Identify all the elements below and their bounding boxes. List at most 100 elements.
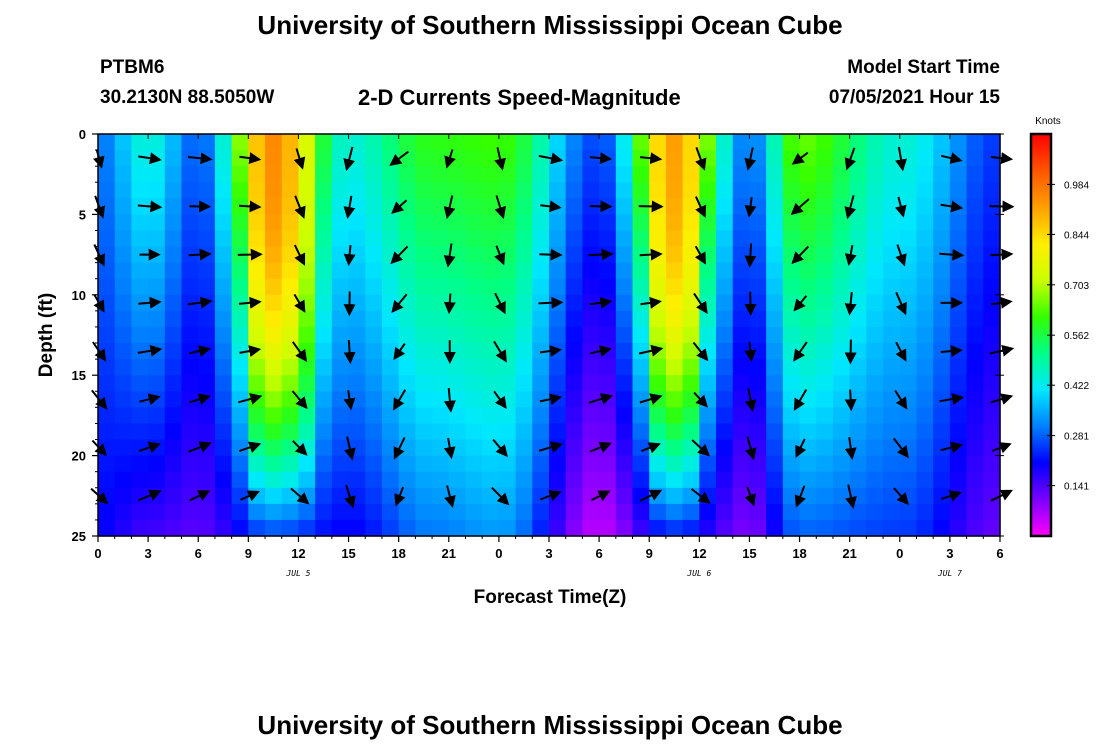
heatmap-cell [365, 375, 383, 392]
heatmap-cell [732, 262, 751, 280]
heatmap-cell [532, 310, 550, 328]
heatmap-cell [415, 423, 433, 441]
current-vector [990, 393, 1014, 405]
current-vector [640, 296, 662, 309]
heatmap-cell [415, 310, 433, 328]
heatmap-cell [732, 391, 751, 408]
heatmap-cell [766, 455, 784, 473]
heatmap-cell [599, 375, 617, 392]
heatmap-cell [849, 310, 867, 328]
date-label: JUL 7 [937, 569, 962, 578]
heatmap-cell [883, 198, 901, 215]
heatmap-cell [465, 471, 483, 489]
heatmap-cell [916, 310, 934, 328]
heatmap-cell [298, 375, 316, 392]
heatmap-cell [732, 519, 751, 537]
heatmap-cell [699, 519, 717, 537]
heatmap-cell [849, 519, 867, 537]
heatmap-cell [315, 391, 333, 408]
heatmap-cell [448, 310, 467, 328]
current-vector [791, 245, 810, 265]
heatmap-cell [832, 198, 851, 215]
heatmap-cell [832, 278, 851, 296]
heatmap-cell [148, 503, 166, 521]
current-vector [389, 150, 409, 166]
heatmap-cell [699, 455, 717, 473]
heatmap-cell [398, 166, 416, 183]
colorbar-tick-label: 0.281 [1064, 432, 1089, 443]
heatmap-cell [515, 519, 533, 537]
current-vector [538, 441, 563, 453]
heatmap-cell [866, 294, 884, 312]
heatmap-cell [482, 198, 500, 215]
heatmap-cell [365, 150, 383, 167]
current-vector [494, 147, 506, 171]
heatmap-cell [899, 230, 918, 248]
heatmap-cell [782, 326, 801, 344]
heatmap-cell [98, 503, 116, 521]
heatmap-cell [298, 423, 316, 441]
heatmap-cell [565, 503, 583, 521]
heatmap-cell [883, 166, 901, 183]
heatmap-cell [381, 407, 400, 425]
x-tick-label: 15 [341, 546, 355, 561]
heatmap-cell [415, 278, 433, 296]
heatmap-cell [381, 166, 400, 183]
heatmap-cell [248, 503, 266, 521]
heatmap-cell [916, 471, 934, 489]
heatmap-cell [766, 359, 784, 376]
heatmap-cell [949, 182, 968, 199]
heatmap-cell [966, 198, 984, 215]
y-tick-label: 25 [72, 529, 86, 544]
heatmap-cell [699, 198, 717, 215]
heatmap-cell [331, 326, 350, 344]
colorbar-tick-label: 0.703 [1064, 281, 1089, 292]
heatmap-cell [983, 471, 1001, 489]
heatmap-cell [565, 439, 583, 457]
heatmap-cell [766, 214, 784, 232]
heatmap-cell [799, 294, 817, 312]
heatmap-cell [716, 230, 734, 248]
current-vector [893, 487, 910, 506]
heatmap-cell [331, 150, 350, 167]
heatmap-cell [983, 278, 1001, 296]
heatmap-cell [348, 471, 366, 489]
heatmap-cell [983, 310, 1001, 328]
heatmap-cell [799, 503, 817, 521]
heatmap-cell [365, 519, 383, 537]
heatmap-cell [899, 343, 918, 360]
heatmap-cell [832, 503, 851, 521]
heatmap-cell [933, 310, 951, 328]
heatmap-cell [615, 246, 634, 264]
heatmap-cell [883, 230, 901, 248]
heatmap-cell [866, 375, 884, 392]
heatmap-cell [582, 343, 600, 360]
heatmap-cell [532, 423, 550, 441]
heatmap-cell [164, 294, 183, 312]
heatmap-cell [565, 166, 583, 183]
heatmap-cell [298, 230, 316, 248]
heatmap-cell [782, 310, 801, 328]
heatmap-cell [716, 182, 734, 199]
heatmap-cell [315, 503, 333, 521]
heatmap-cell [281, 359, 300, 376]
heatmap-cell [816, 150, 834, 167]
heatmap-cell [699, 471, 717, 489]
heatmap-cell [265, 214, 283, 232]
heatmap-cell [899, 471, 918, 489]
heatmap-cell [799, 214, 817, 232]
heatmap-cell [883, 455, 901, 473]
heatmap-cell [265, 423, 283, 441]
heatmap-cell [599, 423, 617, 441]
heatmap-cell [766, 294, 784, 312]
heatmap-cell [866, 134, 884, 151]
current-vector [91, 439, 107, 457]
y-tick-label: 5 [79, 207, 86, 222]
heatmap-cell [549, 310, 567, 328]
heatmap-cell [615, 519, 634, 537]
heatmap-cell [398, 455, 416, 473]
heatmap-cell [949, 166, 968, 183]
heatmap-cell [231, 391, 249, 408]
heatmap-cell [549, 182, 567, 199]
heatmap-cell [816, 503, 834, 521]
